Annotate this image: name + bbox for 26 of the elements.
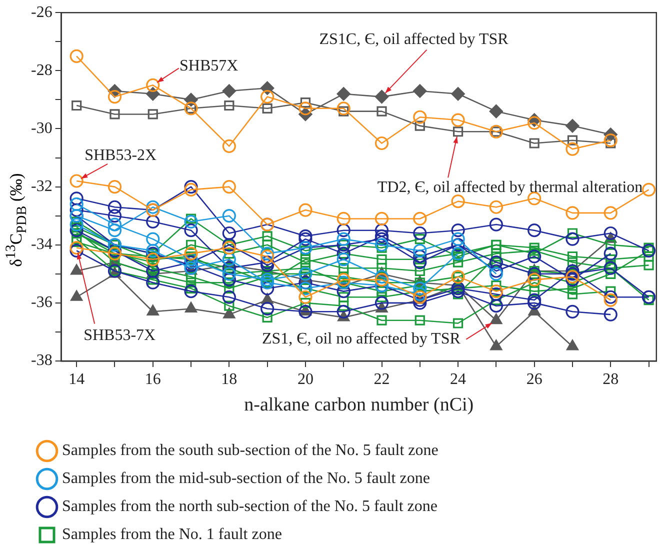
x-tick-label: 28 <box>602 370 619 388</box>
x-axis-title: n-alkane carbon number (nCi) <box>244 394 474 416</box>
y-tick-label: -38 <box>31 352 52 370</box>
x-tick-label: 18 <box>221 370 238 388</box>
x-tick-label: 14 <box>68 370 85 388</box>
y-tick-label: -34 <box>31 236 52 254</box>
annotation: SHB53-2X <box>84 147 158 164</box>
x-tick-label: 16 <box>144 370 161 388</box>
annotation: TD2, Є, oil affected by thermal alteration <box>377 178 643 196</box>
legend-label: Samples from the south sub-section of the No. 5 fault zone <box>62 442 438 460</box>
x-tick-label: 26 <box>526 370 542 388</box>
annotation: ZS1, Є, oil no affected by TSR <box>262 330 461 348</box>
x-tick-label: 22 <box>374 370 390 388</box>
y-tick-label: -32 <box>31 178 52 196</box>
legend-label: Samples from the north sub-section of the No. 5 fault zone <box>62 498 438 516</box>
y-tick-label: -36 <box>31 294 52 312</box>
annotation: ZS1C, Є, oil affected by TSR <box>319 31 509 48</box>
y-tick-label: -26 <box>31 4 52 21</box>
legend-label: Samples from the mid-sub-section of the No. 5 fault zone <box>62 470 430 488</box>
legend-label: Samples from the No. 1 fault zone <box>62 526 282 544</box>
y-tick-label: -28 <box>31 62 52 79</box>
y-tick-label: -30 <box>31 120 52 137</box>
annotation: SHB57X <box>180 57 239 74</box>
annotation: SHB53-7X <box>84 326 156 344</box>
x-tick-label: 20 <box>297 370 314 388</box>
x-tick-label: 24 <box>450 370 466 388</box>
